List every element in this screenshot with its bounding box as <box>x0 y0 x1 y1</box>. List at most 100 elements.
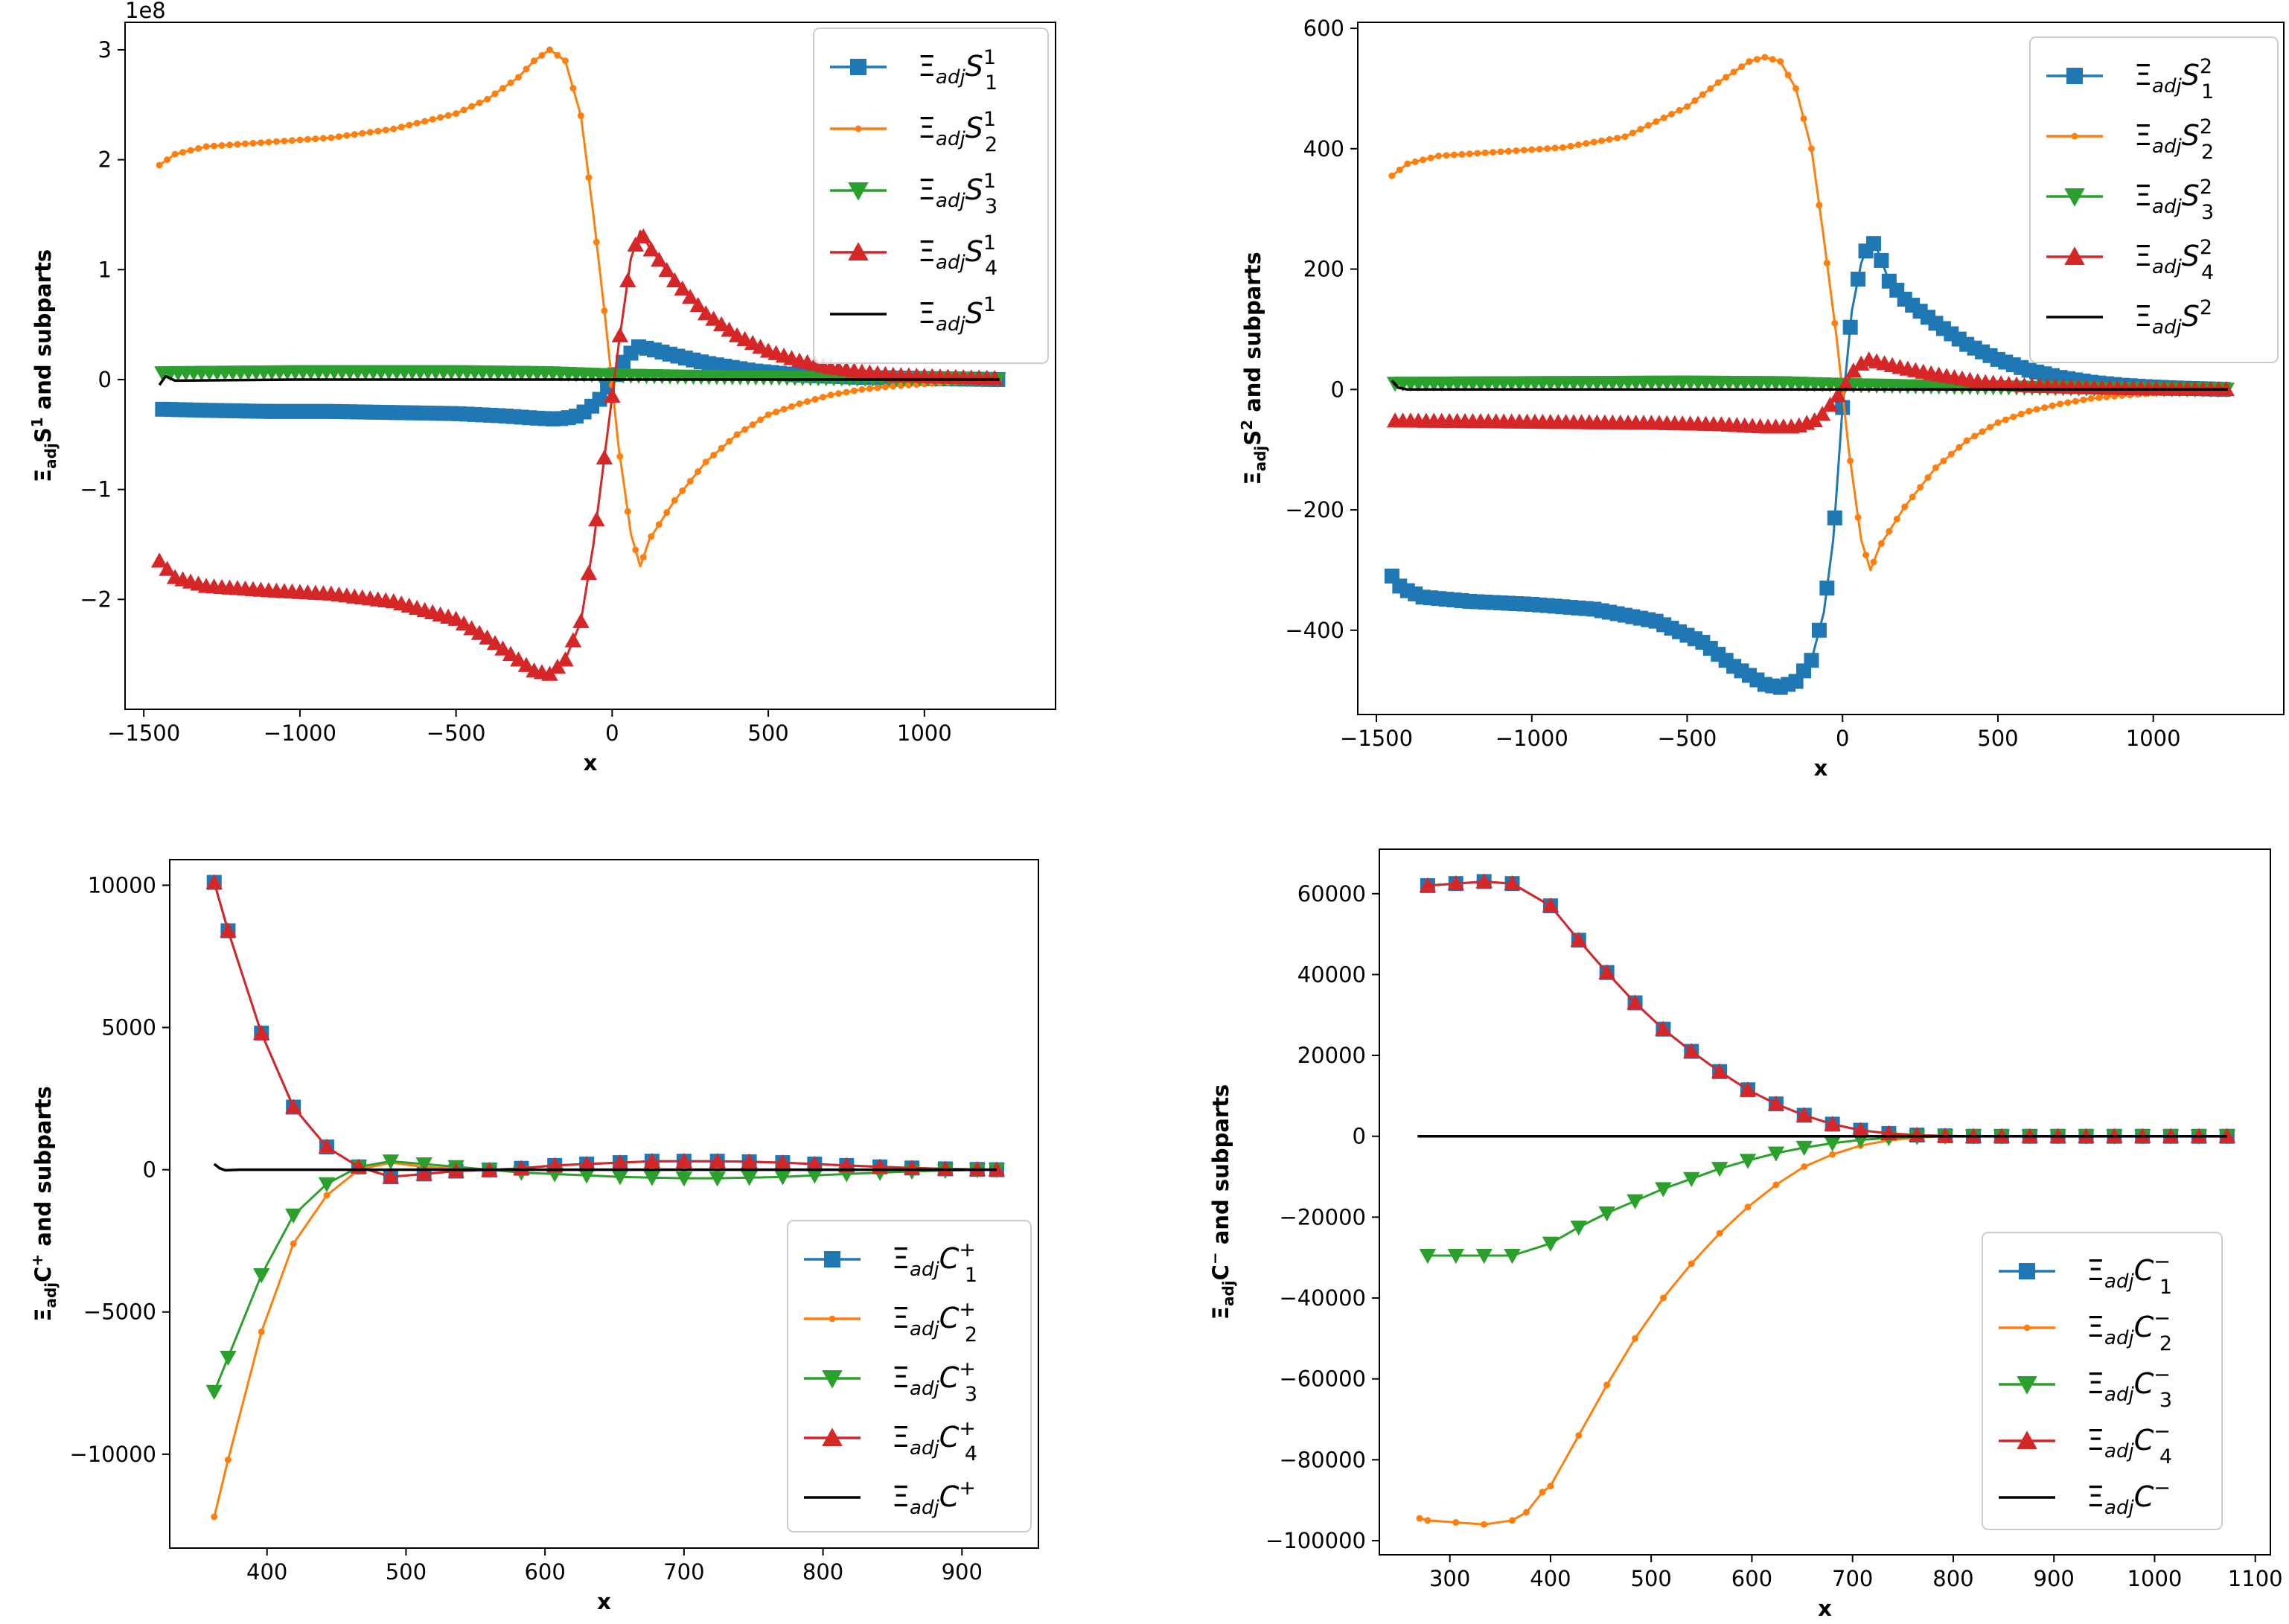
data-point-s2 <box>2080 396 2087 403</box>
chart-cminus: 300 400 500 600 700 800 900 1000 1100 −100000 −800… <box>1206 848 2283 1621</box>
data-point-s4 <box>774 1154 791 1170</box>
data-point-s2 <box>1699 91 1706 98</box>
data-point-s2 <box>1606 135 1613 143</box>
chart-s2: −1500 −1000 −500 0 500 1000 −400 −200 0 200 400 600… <box>1238 16 2285 781</box>
data-point-s3 <box>1542 1236 1559 1252</box>
data-point-s2 <box>624 508 631 515</box>
data-point-s3 <box>1570 1220 1588 1236</box>
data-point-s3 <box>1711 1162 1728 1177</box>
data-point-s2 <box>648 533 655 540</box>
data-point-s2 <box>319 135 327 142</box>
data-point-s2 <box>249 139 257 147</box>
data-point-s4 <box>604 387 621 403</box>
data-point-s2 <box>1963 437 1970 444</box>
data-point-s2 <box>1575 1432 1583 1439</box>
series-line-5 <box>213 1163 997 1172</box>
data-point-s4 <box>1598 964 1615 979</box>
data-point-s2 <box>453 110 460 118</box>
data-point-s2 <box>554 51 561 59</box>
data-point-s2 <box>2002 416 2009 423</box>
data-point-s2 <box>1458 150 1466 158</box>
x-tick-label: 0 <box>605 720 619 746</box>
data-point-s2 <box>1443 152 1450 159</box>
data-point-s2 <box>2072 397 2079 405</box>
x-tick-label: 900 <box>2034 1566 2075 1591</box>
data-point-s2 <box>1574 141 1582 149</box>
data-point-s4 <box>697 305 715 321</box>
y-axis-label: ΞadjS1 and subparts <box>28 249 60 482</box>
data-point-s2 <box>1994 419 2002 426</box>
data-point-s1 <box>592 391 607 407</box>
series-line-4 <box>213 882 997 1178</box>
y-axis-label: ΞadjC− and subparts <box>1206 1084 1237 1320</box>
data-point-s2 <box>820 394 826 401</box>
data-point-s3 <box>318 1177 336 1192</box>
data-point-s2 <box>679 487 686 494</box>
x-tick-label: −1000 <box>264 720 336 746</box>
legend-label-4: ΞadjS2 4 <box>2134 236 2214 284</box>
legend: ΞadjS2 1 ΞadjS2 2 ΞadjS2 3 ΞadjS2 4 ΞadjS2 <box>2029 36 2279 363</box>
data-point-s2 <box>1522 1509 1530 1516</box>
data-point-s4 <box>651 252 668 267</box>
data-point-s2 <box>476 99 483 106</box>
series-line-1 <box>1427 880 2227 1138</box>
data-point-s2 <box>1590 138 1597 146</box>
data-point-s4 <box>643 1152 661 1169</box>
legend-label-5: ΞadjS2 <box>2134 296 2212 339</box>
data-point-s2 <box>811 396 819 403</box>
legend-marker-4 <box>848 242 869 260</box>
data-point-s3 <box>675 1171 693 1187</box>
data-point-s4 <box>666 272 683 288</box>
data-point-s2 <box>726 438 733 445</box>
data-point-s2 <box>530 57 537 65</box>
data-point-s4 <box>486 635 504 650</box>
x-tick-label: −500 <box>1658 726 1717 751</box>
data-point-s4 <box>675 1152 693 1169</box>
data-point-s4 <box>1824 1116 1841 1131</box>
data-point-s4 <box>1837 375 1854 391</box>
legend: ΞadjC+ 1 ΞadjC+ 2 ΞadjC+ 3 ΞadjC+ 4 ΞadjC+ <box>787 1220 1032 1532</box>
data-point-s4 <box>681 288 699 304</box>
data-point-s2 <box>421 118 429 125</box>
data-point-s2 <box>577 112 584 120</box>
data-point-s2 <box>1956 444 1963 451</box>
data-point-s1 <box>1811 622 1827 638</box>
data-point-s3 <box>1447 1248 1465 1265</box>
y-tick-label: −20000 <box>1279 1204 1366 1230</box>
y-tick-label: −200 <box>1285 497 1344 522</box>
data-point-s2 <box>702 458 709 466</box>
data-point-s4 <box>1767 1096 1785 1111</box>
chart-s1: −1500 −1000 −500 0 500 1000 −2 −1 0 1 2 3 1e8 x ΞadjS1… <box>28 0 1056 776</box>
legend-label-1: ΞadjS2 1 <box>2134 55 2214 103</box>
data-point-s2 <box>593 238 600 246</box>
data-point-s2 <box>632 546 639 554</box>
data-point-s4 <box>635 228 652 243</box>
data-point-s2 <box>1388 172 1396 179</box>
data-point-s2 <box>224 1457 232 1464</box>
legend-label-1: ΞadjC− 1 <box>2087 1250 2172 1299</box>
data-point-s4 <box>1655 1020 1672 1036</box>
data-point-s4 <box>220 922 237 938</box>
data-point-s2 <box>1567 142 1574 150</box>
legend-label-4: ΞadjC− 4 <box>2087 1420 2172 1468</box>
y-tick-label: 60000 <box>1297 881 1366 907</box>
data-point-s2 <box>211 142 218 150</box>
y-tick-label: 10000 <box>88 872 156 898</box>
data-point-s2 <box>1723 74 1730 81</box>
x-tick-label: −1000 <box>1495 726 1568 751</box>
data-point-s2 <box>1784 71 1792 79</box>
data-point-s2 <box>834 390 842 397</box>
data-point-s2 <box>444 112 452 119</box>
data-point-s4 <box>1813 406 1831 421</box>
data-point-s2 <box>484 95 491 103</box>
data-point-s4 <box>479 629 496 645</box>
data-point-s4 <box>709 1152 726 1169</box>
data-point-s2 <box>718 444 725 452</box>
data-point-s2 <box>1659 1294 1667 1302</box>
data-point-s2 <box>1504 147 1512 155</box>
data-point-s4 <box>1852 1122 1869 1137</box>
data-point-s3 <box>252 1268 270 1284</box>
series-group <box>1384 54 2235 695</box>
x-tick-label: 600 <box>524 1559 565 1585</box>
